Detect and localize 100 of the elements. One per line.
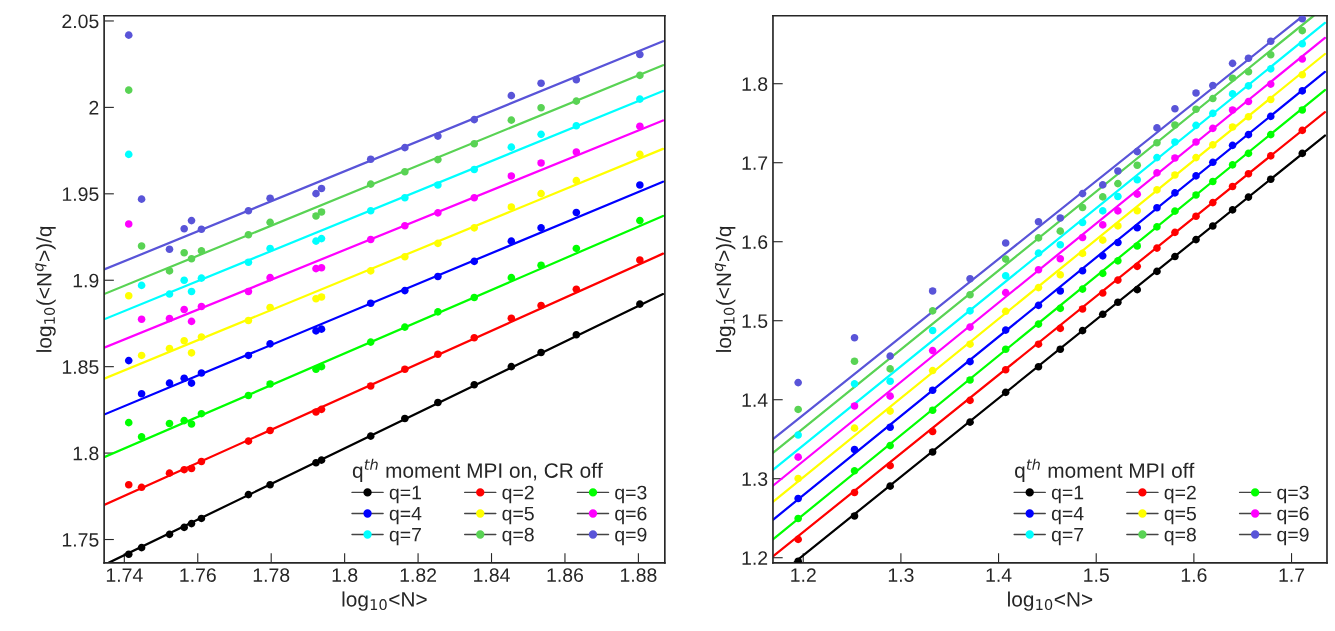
x-tick-label: 1.8	[332, 568, 358, 582]
legend-label: q=8	[502, 527, 534, 546]
point	[401, 193, 409, 202]
point	[928, 307, 937, 315]
point	[366, 432, 375, 440]
point	[470, 193, 479, 202]
point	[1153, 153, 1161, 162]
point	[1171, 104, 1179, 113]
point	[137, 351, 146, 360]
point	[317, 234, 326, 243]
point	[636, 181, 644, 189]
point	[266, 244, 274, 253]
point	[1266, 112, 1275, 121]
point	[537, 261, 545, 269]
point	[1034, 301, 1043, 310]
point	[1266, 51, 1275, 59]
point	[1133, 161, 1142, 170]
point	[1056, 214, 1065, 222]
point	[165, 530, 174, 539]
point	[197, 247, 206, 255]
point	[434, 132, 442, 140]
point	[966, 396, 974, 405]
point	[966, 291, 974, 299]
point	[165, 245, 174, 254]
point	[1209, 177, 1217, 186]
point	[1244, 67, 1253, 76]
point	[366, 382, 375, 390]
point	[507, 143, 516, 151]
point	[1098, 289, 1107, 297]
point	[1228, 206, 1237, 214]
point	[187, 349, 196, 357]
point	[1098, 310, 1107, 319]
point	[928, 287, 937, 295]
point	[1056, 271, 1065, 279]
point	[165, 379, 174, 387]
point	[180, 336, 188, 345]
point	[244, 490, 253, 499]
point	[1133, 206, 1142, 215]
point	[137, 483, 146, 492]
y-tick-label: 1.6	[742, 235, 768, 249]
point	[124, 356, 133, 365]
point	[1171, 154, 1179, 162]
point	[317, 362, 326, 371]
point	[636, 50, 644, 59]
point	[124, 31, 133, 39]
point	[180, 523, 188, 532]
point	[1056, 304, 1065, 313]
point	[366, 180, 375, 188]
point	[1056, 254, 1065, 263]
point	[537, 189, 545, 198]
point	[1133, 147, 1142, 156]
point	[1266, 175, 1275, 184]
point	[180, 224, 188, 233]
point	[244, 437, 253, 445]
point	[366, 267, 375, 275]
point	[1001, 326, 1010, 334]
legend-label: q=9	[1277, 527, 1309, 546]
point	[1244, 149, 1253, 158]
point	[1133, 285, 1142, 294]
point	[180, 276, 188, 285]
point	[165, 314, 174, 323]
legend-label: q=8	[1164, 527, 1196, 546]
point	[636, 256, 644, 264]
point	[197, 457, 206, 466]
point	[1192, 235, 1200, 244]
point	[1192, 89, 1200, 97]
point	[1171, 138, 1179, 146]
point	[886, 365, 894, 373]
y-tick-label: 1.8	[73, 446, 99, 461]
point	[1228, 182, 1237, 191]
point	[886, 352, 894, 360]
point	[966, 376, 974, 384]
y-axis-title: log$_{10}$(<N$^{q}$>)/q	[714, 226, 736, 352]
point	[165, 290, 174, 298]
point	[124, 220, 133, 228]
point	[886, 423, 894, 432]
point	[537, 130, 545, 139]
point	[1209, 94, 1217, 103]
point	[197, 225, 206, 234]
point	[1078, 285, 1087, 293]
legend-label: q=7	[1051, 527, 1084, 546]
point	[636, 300, 644, 308]
point	[366, 299, 375, 308]
point	[470, 293, 479, 302]
point	[1209, 198, 1217, 207]
point	[507, 91, 516, 100]
point	[266, 303, 274, 312]
legend-label: q=7	[389, 527, 421, 546]
point	[1298, 26, 1307, 35]
point	[1114, 192, 1122, 201]
legend-title: q$^{th}$ moment MPI off	[1015, 458, 1195, 483]
point	[794, 378, 802, 387]
y-tick-label: 1.95	[62, 187, 99, 202]
point	[180, 305, 188, 314]
point	[928, 406, 937, 415]
point	[794, 474, 802, 483]
point	[470, 224, 479, 232]
point	[137, 281, 146, 290]
point	[928, 386, 937, 395]
point	[1098, 193, 1107, 201]
